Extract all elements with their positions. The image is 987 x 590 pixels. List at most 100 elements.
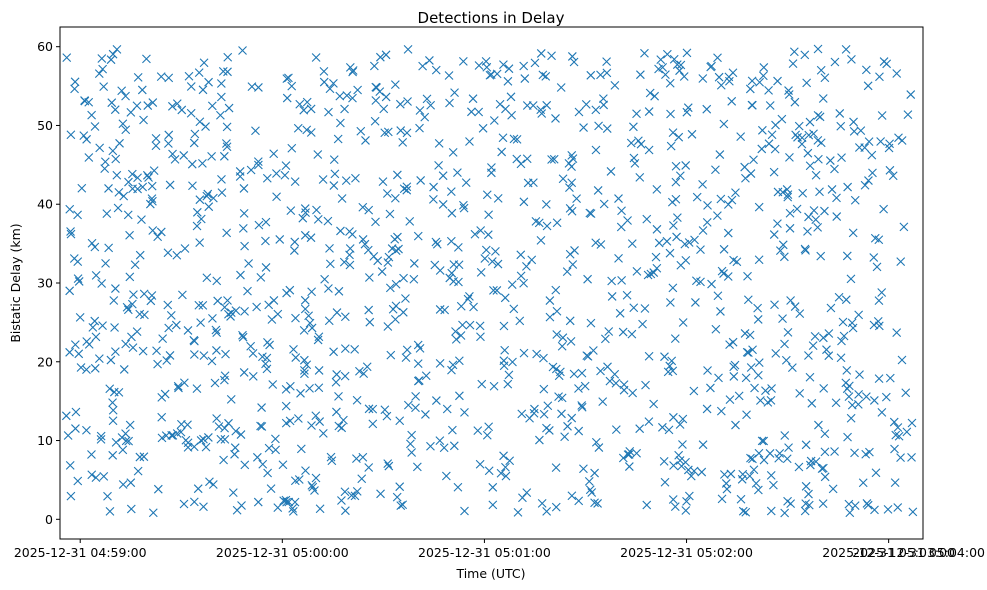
data-point bbox=[402, 345, 412, 355]
data-point bbox=[676, 260, 686, 270]
data-point bbox=[824, 351, 834, 361]
data-point bbox=[282, 93, 292, 103]
data-point bbox=[671, 161, 681, 171]
y-tick-label: 20 bbox=[37, 354, 53, 369]
data-point bbox=[702, 404, 712, 414]
data-point bbox=[536, 105, 546, 115]
x-tick-label: 2025-12-31 05:01:00 bbox=[418, 545, 551, 560]
y-axis: 0 10 20 30 40 50 60 bbox=[37, 39, 60, 527]
data-point bbox=[714, 72, 724, 82]
data-point bbox=[569, 369, 579, 379]
data-point bbox=[557, 393, 567, 403]
data-point bbox=[652, 185, 662, 194]
data-point bbox=[195, 238, 205, 248]
data-point bbox=[750, 383, 759, 393]
data-point bbox=[753, 315, 763, 324]
data-point bbox=[850, 501, 860, 510]
data-point bbox=[676, 60, 686, 70]
data-point bbox=[279, 496, 289, 506]
data-point bbox=[665, 248, 675, 258]
data-point bbox=[770, 300, 779, 310]
data-point bbox=[683, 465, 693, 475]
data-point bbox=[517, 409, 527, 419]
data-point bbox=[748, 454, 757, 464]
data-point bbox=[73, 257, 83, 266]
data-point bbox=[201, 122, 210, 131]
data-point bbox=[87, 470, 97, 480]
data-point bbox=[698, 179, 707, 189]
data-point bbox=[126, 504, 136, 514]
data-point bbox=[697, 467, 707, 477]
data-point bbox=[683, 103, 693, 113]
data-point bbox=[893, 423, 903, 432]
data-point bbox=[746, 363, 756, 372]
data-point bbox=[864, 176, 873, 185]
data-point bbox=[384, 461, 394, 471]
data-point bbox=[717, 494, 727, 504]
data-point bbox=[84, 339, 94, 349]
data-point bbox=[668, 495, 678, 504]
data-point bbox=[698, 440, 708, 450]
data-point bbox=[670, 334, 680, 344]
data-point bbox=[669, 461, 678, 470]
data-point bbox=[585, 208, 595, 218]
data-point bbox=[327, 456, 337, 466]
data-point bbox=[348, 93, 357, 103]
data-point bbox=[375, 52, 385, 62]
data-point bbox=[850, 195, 860, 205]
data-point bbox=[499, 60, 508, 70]
data-point bbox=[341, 176, 351, 185]
data-point bbox=[551, 285, 561, 295]
data-point bbox=[741, 507, 751, 517]
data-point bbox=[469, 302, 478, 312]
data-point bbox=[198, 158, 207, 168]
data-point bbox=[284, 497, 294, 507]
data-point bbox=[378, 177, 388, 187]
data-point bbox=[207, 151, 216, 161]
data-point bbox=[622, 290, 632, 300]
data-point bbox=[208, 313, 217, 323]
data-point bbox=[667, 356, 677, 366]
data-point bbox=[261, 236, 270, 246]
data-point bbox=[426, 441, 435, 451]
data-point bbox=[579, 464, 588, 474]
data-point bbox=[763, 397, 773, 407]
data-point bbox=[874, 296, 884, 305]
data-point bbox=[536, 49, 546, 58]
data-point bbox=[66, 130, 76, 140]
data-point bbox=[530, 404, 539, 414]
data-point bbox=[294, 475, 304, 484]
data-point bbox=[65, 204, 75, 214]
data-point bbox=[686, 471, 696, 481]
data-point bbox=[300, 369, 309, 379]
data-point bbox=[629, 122, 638, 132]
data-point bbox=[836, 121, 846, 131]
data-point bbox=[252, 452, 262, 462]
data-point bbox=[476, 226, 486, 235]
data-point bbox=[364, 205, 374, 215]
data-point bbox=[541, 72, 551, 81]
data-point bbox=[580, 381, 590, 391]
data-point bbox=[507, 280, 517, 289]
y-tick-label: 30 bbox=[37, 276, 53, 291]
data-point bbox=[707, 279, 716, 289]
data-point bbox=[842, 251, 852, 261]
data-point bbox=[519, 61, 529, 71]
data-point bbox=[635, 173, 645, 182]
data-point bbox=[476, 268, 486, 277]
data-point bbox=[847, 55, 856, 64]
data-point bbox=[82, 365, 91, 375]
data-point bbox=[395, 482, 405, 492]
data-point bbox=[501, 462, 510, 472]
data-point bbox=[849, 126, 859, 136]
data-point bbox=[567, 491, 577, 501]
data-point bbox=[838, 317, 848, 327]
data-point bbox=[217, 188, 227, 197]
data-point bbox=[108, 405, 118, 415]
data-point bbox=[892, 328, 902, 337]
y-tick-label: 0 bbox=[45, 512, 53, 527]
data-point bbox=[306, 233, 316, 243]
data-point bbox=[552, 306, 562, 316]
data-point bbox=[801, 245, 810, 255]
data-point bbox=[87, 238, 97, 248]
